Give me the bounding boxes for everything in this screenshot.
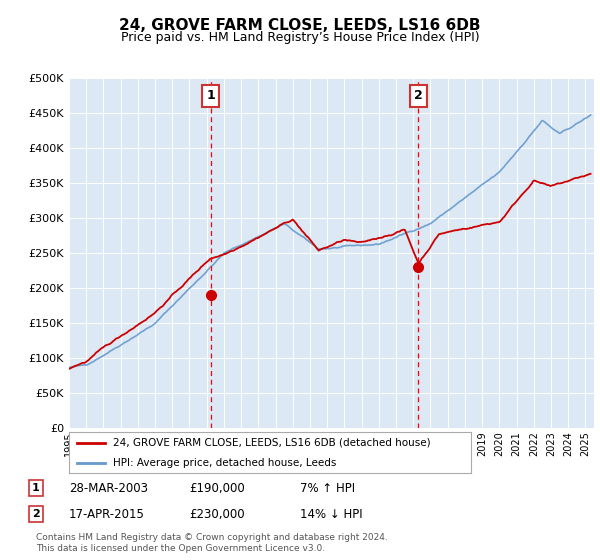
Text: 1: 1 [206, 90, 215, 102]
Text: Contains HM Land Registry data © Crown copyright and database right 2024.
This d: Contains HM Land Registry data © Crown c… [36, 533, 388, 553]
Text: £230,000: £230,000 [189, 507, 245, 521]
Text: 2: 2 [32, 509, 40, 519]
Text: 24, GROVE FARM CLOSE, LEEDS, LS16 6DB (detached house): 24, GROVE FARM CLOSE, LEEDS, LS16 6DB (d… [113, 437, 431, 447]
Text: £190,000: £190,000 [189, 482, 245, 495]
Text: 28-MAR-2003: 28-MAR-2003 [69, 482, 148, 495]
Text: Price paid vs. HM Land Registry’s House Price Index (HPI): Price paid vs. HM Land Registry’s House … [121, 31, 479, 44]
Text: 1: 1 [32, 483, 40, 493]
Text: 17-APR-2015: 17-APR-2015 [69, 507, 145, 521]
Text: HPI: Average price, detached house, Leeds: HPI: Average price, detached house, Leed… [113, 458, 337, 468]
Text: 2: 2 [414, 90, 422, 102]
Text: 7% ↑ HPI: 7% ↑ HPI [300, 482, 355, 495]
Text: 24, GROVE FARM CLOSE, LEEDS, LS16 6DB: 24, GROVE FARM CLOSE, LEEDS, LS16 6DB [119, 18, 481, 33]
Text: 14% ↓ HPI: 14% ↓ HPI [300, 507, 362, 521]
